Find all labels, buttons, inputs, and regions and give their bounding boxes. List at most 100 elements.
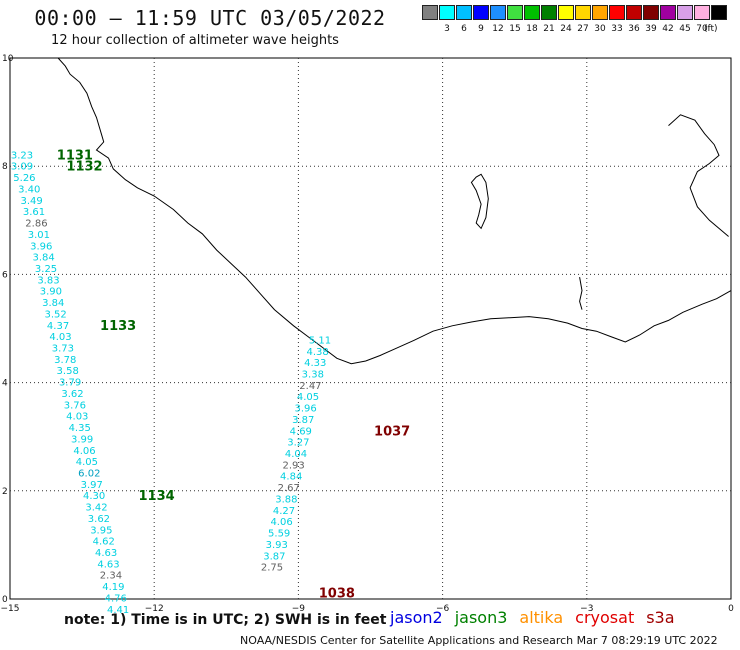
orbit-number: 1037 xyxy=(374,424,410,439)
x-tick-label: 0 xyxy=(728,604,734,614)
satellite-label: jason2 xyxy=(390,608,443,627)
swh-value: 3.40 xyxy=(18,184,40,195)
swh-value: 4.03 xyxy=(66,412,88,423)
swh-value: 4.38 xyxy=(306,347,328,358)
legend-label: 30 xyxy=(594,24,606,34)
legend-label: 42 xyxy=(662,24,674,34)
legend-swatch xyxy=(677,5,693,20)
swh-value: 4.63 xyxy=(95,548,117,559)
swh-value: 4.69 xyxy=(290,426,312,437)
swh-value: 3.97 xyxy=(81,480,103,491)
swh-value: 3.88 xyxy=(275,494,297,505)
swh-value: 3.87 xyxy=(292,415,314,426)
legend-swatch xyxy=(592,5,608,20)
legend-swatch xyxy=(456,5,472,20)
swh-value: 3.79 xyxy=(59,378,81,389)
y-tick-label: 2 xyxy=(2,487,8,497)
swh-value: 4.76 xyxy=(105,593,127,604)
swh-value: 4.62 xyxy=(93,537,115,548)
swh-value: 4.63 xyxy=(97,559,119,570)
swh-value: 3.90 xyxy=(40,287,62,298)
swh-value: 3.27 xyxy=(287,438,309,449)
swh-value: 2.86 xyxy=(25,219,47,230)
swh-value: 3.96 xyxy=(30,241,52,252)
legend-swatch xyxy=(422,5,438,20)
swh-value: 3.23 xyxy=(11,150,33,161)
swh-value: 3.49 xyxy=(20,196,42,207)
legend-swatch xyxy=(660,5,676,20)
swh-value: 3.96 xyxy=(294,404,316,415)
swh-value: 4.06 xyxy=(73,446,95,457)
lake-outline xyxy=(470,173,489,230)
swh-value: 4.03 xyxy=(49,332,71,343)
legend-label: 21 xyxy=(543,24,555,34)
legend-label: 12 xyxy=(492,24,504,34)
swh-value: 3.87 xyxy=(263,551,285,562)
swh-value: 2.47 xyxy=(299,381,321,392)
footer-credit: NOAA/NESDIS Center for Satellite Applica… xyxy=(240,634,718,647)
swh-value: 4.84 xyxy=(280,472,302,483)
swh-value: 4.05 xyxy=(297,392,319,403)
swh-value: 4.33 xyxy=(304,358,326,369)
swh-value: 2.34 xyxy=(100,571,122,582)
swh-value: 4.41 xyxy=(107,605,129,616)
legend-swatch xyxy=(473,5,489,20)
legend-label: 33 xyxy=(611,24,623,34)
legend-label: 70 xyxy=(696,24,708,34)
swh-value: 3.58 xyxy=(57,366,79,377)
legend-swatch xyxy=(626,5,642,20)
swh-value: 4.27 xyxy=(273,506,295,517)
legend-units: (ft) xyxy=(704,24,718,34)
swh-value: 4.37 xyxy=(47,321,69,332)
x-tick-label: −12 xyxy=(145,604,164,614)
legend-label: 6 xyxy=(461,24,467,34)
x-tick-label: −6 xyxy=(436,604,450,614)
swh-value: 3.78 xyxy=(54,355,76,366)
orbit-number: 1131 xyxy=(57,148,93,163)
y-tick-label: 8 xyxy=(2,162,8,172)
legend-label: 36 xyxy=(628,24,640,34)
page-title: 00:00 – 11:59 UTC 03/05/2022 xyxy=(34,6,386,30)
swh-value: 3.09 xyxy=(11,162,33,173)
legend-swatch xyxy=(694,5,710,20)
swh-value: 4.05 xyxy=(76,457,98,468)
swh-value: 2.93 xyxy=(282,460,304,471)
legend-label: 27 xyxy=(577,24,589,34)
x-tick-label: −15 xyxy=(1,604,20,614)
swh-value: 3.84 xyxy=(42,298,64,309)
swh-value: 5.11 xyxy=(309,335,331,346)
y-tick-label: 10 xyxy=(2,54,14,64)
y-tick-label: 6 xyxy=(2,270,8,280)
legend-swatch xyxy=(541,5,557,20)
swh-value: 4.35 xyxy=(69,423,91,434)
swh-value: 4.19 xyxy=(102,582,124,593)
legend-label: 15 xyxy=(509,24,521,34)
swh-value: 3.61 xyxy=(23,207,45,218)
swh-value: 3.76 xyxy=(64,400,86,411)
legend-swatch xyxy=(507,5,523,20)
orbit-number: 1038 xyxy=(319,587,355,602)
swh-value: 3.38 xyxy=(302,369,324,380)
orbit-number: 1133 xyxy=(100,319,136,334)
swh-value: 4.04 xyxy=(285,449,307,460)
swh-value: 3.01 xyxy=(28,230,50,241)
orbit-number: 1132 xyxy=(66,160,102,175)
y-tick-label: 0 xyxy=(2,595,8,605)
legend-label: 18 xyxy=(526,24,538,34)
page-subtitle: 12 hour collection of altimeter wave hei… xyxy=(51,33,339,48)
coastline xyxy=(57,57,732,365)
satellite-label: altika xyxy=(519,608,564,627)
satellite-legend: jason2 jason3 altika cryosat s3a xyxy=(390,608,687,627)
legend-swatch xyxy=(439,5,455,20)
swh-value: 6.02 xyxy=(78,468,100,479)
swh-value: 3.83 xyxy=(37,275,59,286)
y-tick-label: 4 xyxy=(2,379,8,389)
swh-value: 3.73 xyxy=(52,344,74,355)
swh-value: 3.25 xyxy=(35,264,57,275)
satellite-label: jason3 xyxy=(454,608,508,627)
swh-value: 4.06 xyxy=(270,517,292,528)
swh-value: 3.99 xyxy=(71,434,93,445)
lake-outline xyxy=(668,114,729,237)
